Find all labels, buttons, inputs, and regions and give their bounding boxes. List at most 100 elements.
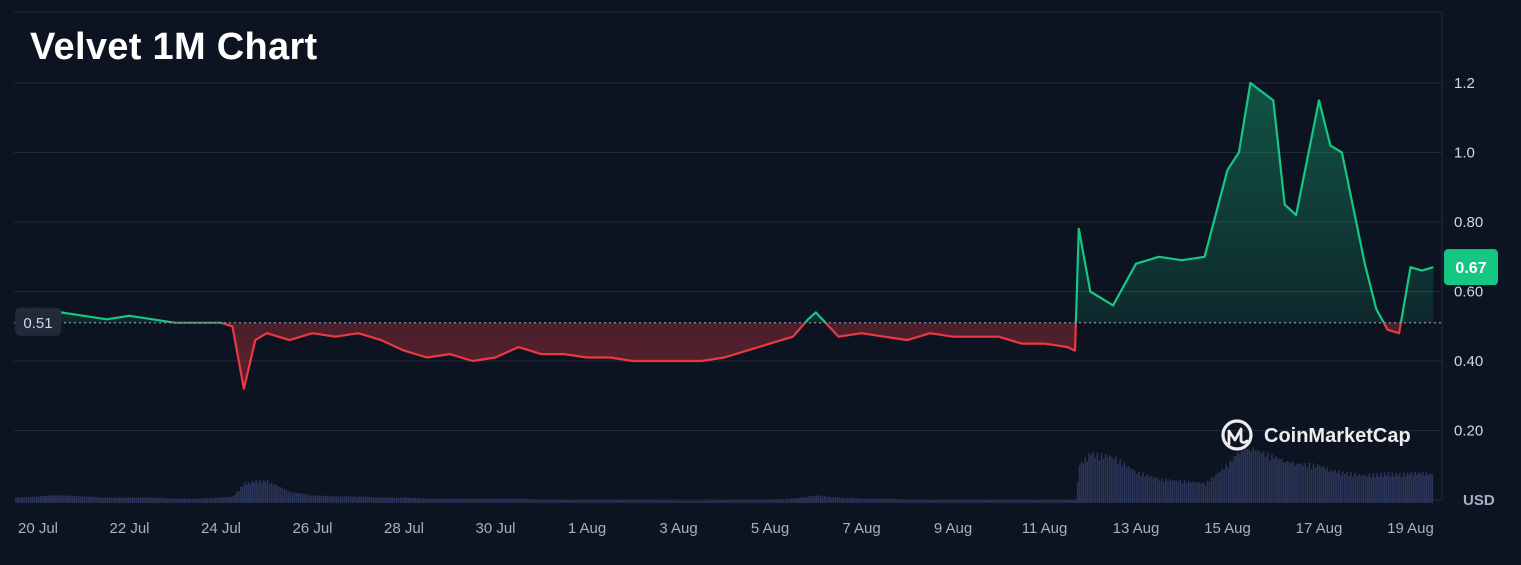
price-point[interactable]	[653, 358, 659, 364]
price-point[interactable]	[264, 330, 270, 336]
volume-bar	[570, 499, 572, 503]
price-point[interactable]	[744, 348, 750, 354]
price-point[interactable]	[332, 334, 338, 340]
volume-bar	[778, 499, 780, 503]
price-point[interactable]	[859, 330, 865, 336]
volume-bar	[1238, 454, 1241, 503]
volume-bar	[1100, 452, 1103, 503]
price-point[interactable]	[470, 358, 476, 364]
price-point[interactable]	[378, 337, 384, 343]
price-point[interactable]	[1019, 341, 1025, 347]
volume-bar	[241, 486, 244, 503]
price-point[interactable]	[252, 337, 258, 343]
volume-bar	[1298, 463, 1300, 503]
price-point[interactable]	[1202, 254, 1208, 260]
price-point[interactable]	[1396, 330, 1402, 336]
price-point[interactable]	[355, 330, 361, 336]
price-point[interactable]	[973, 334, 979, 340]
volume-bar	[1267, 452, 1269, 503]
price-point[interactable]	[1282, 202, 1288, 208]
price-point[interactable]	[310, 330, 316, 336]
volume-bar	[65, 495, 67, 503]
price-point[interactable]	[538, 351, 544, 357]
price-point[interactable]	[1110, 302, 1116, 308]
y-tick-label: 1.0	[1454, 145, 1475, 162]
volume-bar	[171, 498, 173, 503]
volume-bar	[1080, 461, 1083, 503]
volume-bar	[701, 500, 703, 503]
price-point[interactable]	[881, 334, 887, 340]
volume-bar	[1036, 499, 1038, 503]
volume-bar	[85, 496, 88, 503]
price-point[interactable]	[1076, 226, 1082, 232]
price-point[interactable]	[149, 316, 155, 322]
price-point[interactable]	[698, 358, 704, 364]
price-point[interactable]	[447, 351, 453, 357]
price-point[interactable]	[127, 313, 133, 319]
price-point[interactable]	[1087, 289, 1093, 295]
price-point[interactable]	[1385, 327, 1391, 333]
price-point[interactable]	[950, 334, 956, 340]
volume-bar	[293, 492, 296, 503]
price-point[interactable]	[229, 323, 235, 329]
volume-bar	[986, 499, 988, 503]
price-point[interactable]	[1236, 150, 1242, 156]
price-point[interactable]	[401, 348, 407, 354]
price-point[interactable]	[1419, 268, 1425, 274]
volume-bar	[221, 497, 223, 503]
price-point[interactable]	[1339, 150, 1345, 156]
volume-bar	[510, 498, 512, 503]
price-point[interactable]	[424, 355, 430, 361]
price-point[interactable]	[1408, 264, 1414, 270]
price-point[interactable]	[607, 355, 613, 361]
price-point[interactable]	[904, 337, 910, 343]
price-point[interactable]	[1064, 344, 1070, 350]
price-point[interactable]	[630, 358, 636, 364]
volume-bar	[1156, 477, 1159, 503]
volume-bar	[788, 499, 791, 503]
volume-bar	[808, 496, 810, 503]
price-point[interactable]	[1316, 97, 1322, 103]
price-point[interactable]	[1072, 348, 1078, 354]
price-point[interactable]	[1156, 254, 1162, 260]
volume-bar	[87, 496, 90, 503]
price-point[interactable]	[1293, 212, 1299, 218]
volume-bar	[1158, 480, 1161, 503]
price-point[interactable]	[927, 330, 933, 336]
price-point[interactable]	[287, 337, 293, 343]
price-point[interactable]	[836, 334, 842, 340]
price-point[interactable]	[241, 386, 247, 392]
volume-bar	[1336, 473, 1338, 503]
price-point[interactable]	[1270, 97, 1276, 103]
price-point[interactable]	[104, 316, 110, 322]
price-point[interactable]	[515, 344, 521, 350]
price-point[interactable]	[1373, 306, 1379, 312]
price-point[interactable]	[1430, 264, 1436, 270]
price-point[interactable]	[1362, 261, 1368, 267]
price-point[interactable]	[1225, 167, 1231, 173]
price-point[interactable]	[1042, 341, 1048, 347]
price-point[interactable]	[790, 334, 796, 340]
price-point[interactable]	[805, 316, 811, 322]
volume-bar	[1025, 499, 1028, 503]
volume-bar	[557, 499, 560, 503]
volume-bar	[1063, 499, 1065, 503]
price-point[interactable]	[1327, 143, 1333, 149]
price-point[interactable]	[996, 334, 1002, 340]
volume-bar	[356, 497, 358, 503]
price-point[interactable]	[561, 351, 567, 357]
x-tick-label: 26 Jul	[292, 520, 332, 537]
price-point[interactable]	[767, 341, 773, 347]
price-point[interactable]	[584, 355, 590, 361]
price-point[interactable]	[81, 313, 87, 319]
price-point[interactable]	[721, 355, 727, 361]
price-point[interactable]	[1179, 257, 1185, 263]
price-point[interactable]	[813, 309, 819, 315]
price-point[interactable]	[1247, 80, 1253, 86]
volume-bar	[1256, 450, 1259, 503]
price-point[interactable]	[493, 355, 499, 361]
price-point[interactable]	[1133, 261, 1139, 267]
price-point[interactable]	[676, 358, 682, 364]
volume-bar	[322, 495, 325, 503]
